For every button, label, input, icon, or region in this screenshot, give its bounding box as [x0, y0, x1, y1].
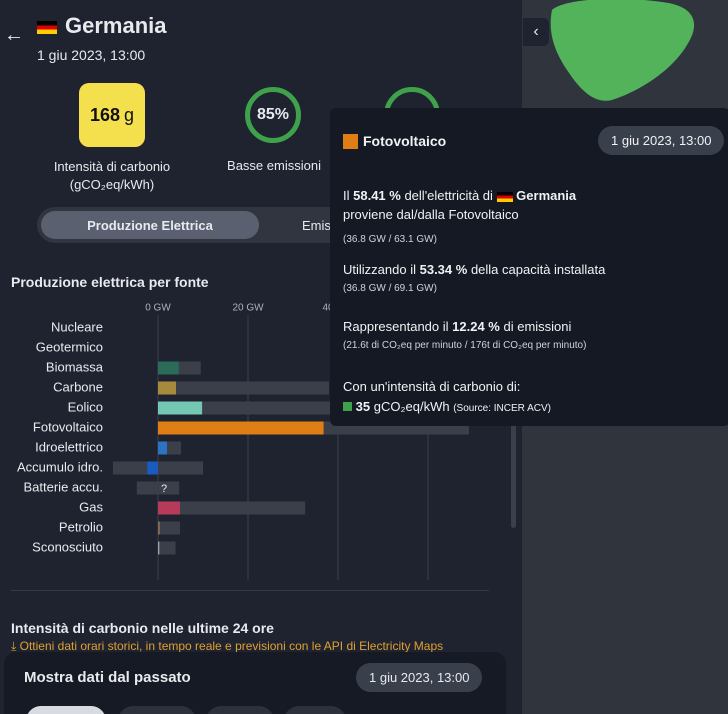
note: (21.6t di CO₂eq per minuto / 176t di CO₂…	[343, 340, 587, 351]
text: Utilizzando il	[343, 262, 416, 277]
production-bar	[158, 401, 203, 415]
back-button[interactable]: ←	[4, 24, 24, 46]
production-bar	[158, 541, 160, 555]
text: di emissioni	[503, 319, 572, 334]
source-swatch	[343, 133, 358, 149]
note: (36.8 GW / 69.1 GW)	[343, 283, 437, 294]
intensity-block: Con un'intensità di carbonio di: 35 gCO₂…	[343, 377, 551, 419]
country-title: Germania	[37, 13, 167, 39]
emissions-block: Rappresentando il 12.24 % di emissioni (…	[343, 319, 586, 351]
datetime: 1 giu 2023, 13:00	[37, 47, 146, 63]
capacity-bar	[158, 521, 181, 535]
api-link[interactable]: ⤓ Ottieni dati orari storici, in tempo r…	[11, 639, 444, 653]
text: Il	[343, 188, 350, 203]
intensity-label: Intensità di carbonio	[53, 159, 171, 174]
category-label: Eolico	[68, 399, 103, 414]
share-value: 58.41 %	[353, 188, 401, 203]
low-emission-value: 85%	[256, 106, 290, 123]
intensity-sublabel: (gCO₂eq/kWh)	[69, 177, 155, 192]
production-bar	[147, 461, 158, 475]
text: Rappresentando il	[343, 319, 449, 334]
production-bar	[158, 421, 324, 435]
country-name: Germania	[65, 13, 167, 38]
missing-label: ?	[161, 483, 167, 495]
map-region	[550, 0, 695, 101]
unit: gCO₂eq/kWh	[373, 399, 450, 414]
share-block: Il 58.41 % dell'elettricità di Germania …	[343, 186, 576, 249]
note: (36.8 GW / 63.1 GW)	[343, 234, 437, 245]
text: Con un'intensità di carbonio di:	[343, 379, 521, 394]
text: proviene dal/dalla Fotovoltaico	[343, 207, 519, 222]
production-bar	[158, 361, 179, 375]
chart-title: Produzione elettrica per fonte	[11, 274, 209, 290]
category-label: Gas	[79, 499, 103, 514]
category-label: Geotermico	[36, 339, 103, 354]
tooltip: Fotovoltaico 1 giu 2023, 13:00 Il 58.41 …	[330, 108, 728, 426]
intensity-box: 168 g	[79, 83, 145, 147]
category-label: Nucleare	[51, 319, 103, 334]
production-bar	[158, 501, 181, 515]
intensity-unit: g	[124, 104, 135, 125]
capacity-bar	[158, 501, 306, 515]
capacity-bar	[158, 381, 329, 395]
production-bar	[158, 521, 160, 535]
past-title: Mostra dati dal passato	[24, 669, 191, 686]
range-button[interactable]	[26, 706, 106, 714]
category-label: Sconosciuto	[32, 539, 103, 554]
category-label: Biomassa	[46, 359, 104, 374]
intensity-value: 168	[89, 104, 121, 125]
capacity-value: 53.34 %	[419, 262, 468, 277]
map	[550, 0, 695, 101]
intensity-caption: Intensità di carbonio (gCO₂eq/kWh)	[30, 158, 194, 194]
category-label: Petrolio	[59, 519, 103, 534]
low-emission-ring: 85%	[245, 87, 301, 143]
production-bar	[158, 381, 176, 395]
range-button[interactable]	[284, 706, 346, 714]
past-datetime[interactable]: 1 giu 2023, 13:00	[356, 663, 483, 692]
low-emission-label: Basse emissioni	[227, 158, 321, 173]
category-label: Idroelettrico	[35, 439, 103, 454]
emissions-value: 12.24 %	[452, 319, 500, 334]
capacity-block: Utilizzando il 53.34 % della capacità in…	[343, 262, 605, 294]
collapse-button[interactable]: ‹	[523, 18, 549, 46]
category-label: Fotovoltaico	[33, 419, 103, 434]
tab-emissions[interactable]: Emis	[302, 218, 331, 233]
category-label: Accumulo idro.	[17, 459, 103, 474]
source: (Source: INCER ACV)	[453, 403, 552, 414]
range-button[interactable]	[206, 706, 274, 714]
history-title: Intensità di carbonio nelle ultime 24 or…	[11, 620, 274, 636]
api-link-text[interactable]: Ottieni dati orari storici, in tempo rea…	[19, 639, 444, 653]
category-label: Batterie accu.	[24, 479, 104, 494]
capacity-bar	[136, 481, 180, 495]
range-button[interactable]	[118, 706, 196, 714]
tab-production[interactable]: Produzione Elettrica	[41, 211, 259, 239]
country: Germania	[516, 188, 577, 203]
text: della capacità installata	[470, 262, 606, 277]
tooltip-datetime: 1 giu 2023, 13:00	[598, 126, 725, 155]
x-tick-label: 0 GW	[145, 303, 171, 314]
x-tick-label: 20 GW	[232, 303, 264, 314]
divider	[11, 590, 489, 591]
production-bar	[158, 441, 167, 455]
intensity-value: 35	[355, 399, 371, 414]
past-panel: Mostra dati dal passato 1 giu 2023, 13:0…	[4, 652, 506, 714]
tooltip-source: Fotovoltaico	[363, 133, 447, 149]
capacity-bar	[158, 541, 176, 555]
category-label: Carbone	[53, 379, 103, 394]
text: dell'elettricità di	[404, 188, 493, 203]
tooltip-title: Fotovoltaico	[343, 133, 446, 149]
